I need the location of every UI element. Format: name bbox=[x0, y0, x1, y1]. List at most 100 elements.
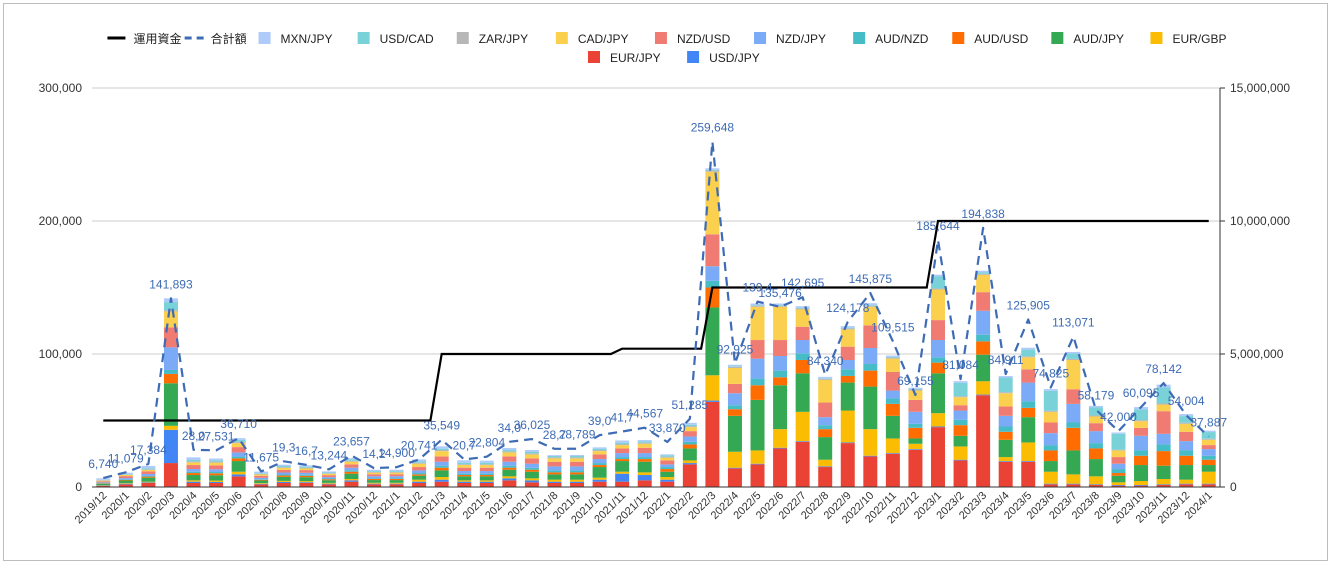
bar-nzd-usd bbox=[118, 476, 133, 479]
bar-nzd-usd bbox=[479, 467, 494, 472]
bar-eur-jpy bbox=[615, 481, 630, 487]
bar-zar-jpy bbox=[750, 305, 765, 307]
total-data-label: 11,079 bbox=[108, 451, 144, 465]
bar-zar-jpy bbox=[209, 461, 224, 463]
total-data-label: 60,095 bbox=[1123, 386, 1160, 400]
bar-aud-usd bbox=[231, 458, 246, 462]
bar-aud-nzd bbox=[344, 470, 359, 472]
total-data-label: 81,084 bbox=[942, 358, 979, 372]
bar-aud-usd bbox=[1134, 455, 1149, 466]
bar-nzd-usd bbox=[1111, 457, 1126, 464]
bar-aud-jpy bbox=[818, 437, 833, 460]
legend-swatch-box bbox=[1150, 32, 1163, 44]
bar-eur-jpy bbox=[592, 481, 607, 487]
bar-mxn-jpy bbox=[434, 446, 449, 449]
bar-aud-nzd bbox=[795, 353, 810, 360]
bar-usd-cad bbox=[412, 461, 427, 463]
bar-aud-jpy bbox=[637, 461, 652, 473]
bar-usd-cad bbox=[254, 473, 269, 474]
bar-mxn-jpy bbox=[321, 471, 336, 473]
bar-zar-jpy bbox=[570, 457, 585, 459]
total-data-label: 194,838 bbox=[961, 207, 1005, 221]
bar-zar-jpy bbox=[818, 378, 833, 380]
bar-aud-usd bbox=[276, 475, 291, 477]
bar-eur-gbp bbox=[367, 482, 381, 484]
total-data-label: 39,0 bbox=[588, 414, 612, 428]
bar-eur-jpy bbox=[998, 461, 1013, 487]
bar-aud-usd bbox=[209, 473, 224, 476]
bar-zar-jpy bbox=[547, 457, 562, 459]
legend-swatch-box bbox=[357, 32, 370, 44]
bar-eur-gbp bbox=[186, 480, 201, 482]
legend-label: ZAR/JPY bbox=[479, 32, 528, 46]
bar-aud-jpy bbox=[1088, 459, 1103, 477]
bar-zar-jpy bbox=[1088, 415, 1103, 417]
legend-label: CAD/JPY bbox=[578, 32, 629, 46]
bar-aud-usd bbox=[118, 479, 133, 481]
bar-nzd-jpy bbox=[299, 472, 314, 475]
bar-usd-cad bbox=[885, 356, 900, 358]
bar-usd-jpy bbox=[186, 481, 201, 484]
bar-eur-gbp bbox=[1111, 482, 1126, 486]
bar-aud-jpy bbox=[1201, 465, 1216, 472]
bar-aud-nzd bbox=[389, 478, 404, 480]
bar-nzd-jpy bbox=[118, 478, 133, 480]
bar-usd-cad bbox=[1066, 353, 1081, 359]
bar-usd-jpy bbox=[931, 426, 945, 428]
bar-usd-cad bbox=[1201, 432, 1216, 439]
bar-aud-usd bbox=[321, 479, 336, 481]
bar-cad-jpy bbox=[998, 393, 1013, 407]
bar-eur-jpy bbox=[118, 484, 133, 487]
bar-usd-jpy bbox=[818, 466, 833, 468]
bar-eur-jpy bbox=[502, 480, 517, 487]
bar-mxn-jpy bbox=[773, 303, 788, 306]
total-data-label: 84,911 bbox=[988, 353, 1024, 367]
bar-usd-cad bbox=[1156, 387, 1171, 404]
bar-aud-jpy bbox=[885, 415, 900, 439]
bar-cad-jpy bbox=[524, 454, 539, 459]
bar-aud-nzd bbox=[276, 474, 291, 476]
bar-nzd-usd bbox=[705, 234, 720, 267]
bar-cad-jpy bbox=[254, 474, 269, 476]
bar-eur-jpy bbox=[1021, 461, 1036, 487]
bar-aud-jpy bbox=[547, 474, 562, 480]
bar-cad-jpy bbox=[186, 462, 201, 466]
bar-cad-jpy bbox=[795, 309, 810, 327]
bar-zar-jpy bbox=[1156, 403, 1171, 405]
bar-nzd-usd bbox=[412, 467, 427, 471]
bar-eur-gbp bbox=[1043, 471, 1058, 484]
bar-cad-jpy bbox=[1088, 416, 1103, 424]
bar-usd-jpy bbox=[344, 480, 359, 482]
bar-nzd-jpy bbox=[727, 393, 742, 406]
bar-nzd-usd bbox=[344, 464, 359, 468]
bar-nzd-usd bbox=[186, 465, 201, 470]
bar-mxn-jpy bbox=[524, 449, 539, 453]
total-data-label: 139,4 bbox=[743, 281, 773, 295]
bar-aud-jpy bbox=[750, 399, 765, 451]
bar-nzd-jpy bbox=[209, 469, 224, 472]
bar-nzd-jpy bbox=[818, 417, 833, 426]
bar-aud-jpy bbox=[96, 483, 111, 486]
bars bbox=[96, 168, 1216, 487]
legend-swatch-box bbox=[1051, 32, 1064, 44]
total-data-label: 259,648 bbox=[691, 121, 735, 135]
bar-eur-jpy bbox=[637, 480, 652, 487]
bar-nzd-jpy bbox=[389, 476, 404, 479]
bar-eur-jpy bbox=[186, 483, 201, 487]
bar-eur-jpy bbox=[367, 484, 381, 487]
bar-aud-usd bbox=[592, 465, 607, 468]
bar-mxn-jpy bbox=[682, 422, 697, 425]
bar-mxn-jpy bbox=[389, 469, 404, 472]
legend: 運用資金 合計額 MXN/JPY USD/CAD ZAR/JPY CAD/JPY NZD/U… bbox=[107, 31, 1226, 65]
bar-cad-jpy bbox=[863, 306, 878, 326]
bar-nzd-jpy bbox=[1088, 431, 1103, 444]
bar-mxn-jpy bbox=[615, 440, 630, 443]
bar-mxn-jpy bbox=[727, 364, 742, 367]
bar-aud-jpy bbox=[141, 477, 156, 482]
legend-item-usd-cad: USD/CAD bbox=[357, 32, 434, 46]
bar-eur-gbp bbox=[1134, 481, 1149, 486]
bar-eur-gbp bbox=[863, 429, 878, 456]
bar-eur-gbp bbox=[818, 459, 833, 467]
left-axis-tick-label: 300,000 bbox=[39, 81, 83, 95]
